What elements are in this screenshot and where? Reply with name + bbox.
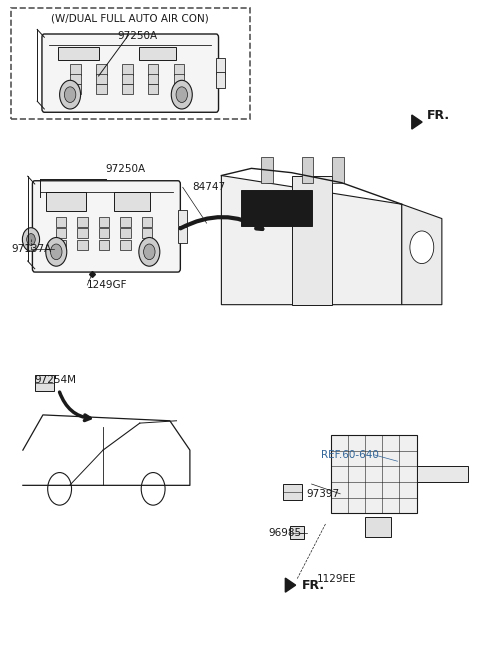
Bar <box>148 73 158 84</box>
Bar <box>174 64 184 75</box>
Polygon shape <box>285 578 296 592</box>
Circle shape <box>139 238 160 266</box>
Bar <box>148 64 158 75</box>
Bar <box>331 435 417 514</box>
Text: 97254M: 97254M <box>35 375 77 384</box>
Bar <box>120 217 131 227</box>
Bar <box>290 527 304 540</box>
Circle shape <box>50 244 62 259</box>
Bar <box>139 47 176 60</box>
Bar <box>216 73 225 88</box>
Text: 84747: 84747 <box>192 182 226 193</box>
Bar <box>178 210 187 226</box>
Circle shape <box>60 81 81 109</box>
Bar <box>99 240 109 250</box>
Bar <box>71 84 81 94</box>
Bar <box>122 84 132 94</box>
Bar <box>56 228 66 238</box>
FancyBboxPatch shape <box>33 181 180 272</box>
Text: 97250A: 97250A <box>106 164 145 174</box>
Bar <box>142 240 152 250</box>
Bar <box>283 483 302 500</box>
Bar <box>365 517 391 537</box>
Text: FR.: FR. <box>302 578 325 591</box>
Bar <box>417 466 468 482</box>
Bar <box>174 73 184 84</box>
Bar <box>71 73 81 84</box>
Bar <box>58 47 99 60</box>
Bar <box>96 73 107 84</box>
Text: 96985: 96985 <box>269 528 302 538</box>
Polygon shape <box>221 176 402 305</box>
Bar <box>56 240 66 250</box>
Text: 97137A: 97137A <box>11 244 51 254</box>
Bar <box>11 8 250 119</box>
Bar <box>77 240 88 250</box>
Bar <box>178 227 187 243</box>
Bar <box>291 176 332 305</box>
Bar <box>71 64 81 75</box>
Bar <box>142 217 152 227</box>
Bar <box>99 228 109 238</box>
Circle shape <box>23 228 39 251</box>
Circle shape <box>141 472 165 505</box>
Bar <box>96 84 107 94</box>
Text: FR.: FR. <box>427 109 450 122</box>
Bar <box>46 193 86 211</box>
Circle shape <box>410 231 434 263</box>
Text: (W/DUAL FULL AUTO AIR CON): (W/DUAL FULL AUTO AIR CON) <box>51 13 209 23</box>
Bar <box>96 64 107 75</box>
Circle shape <box>176 87 188 102</box>
Polygon shape <box>402 204 442 305</box>
Bar <box>148 84 158 94</box>
Bar <box>122 64 132 75</box>
Circle shape <box>171 81 192 109</box>
Bar <box>174 84 184 94</box>
Text: REF.60-640: REF.60-640 <box>321 450 378 460</box>
Circle shape <box>64 87 76 102</box>
Bar <box>77 217 88 227</box>
Text: 1129EE: 1129EE <box>316 574 356 584</box>
Bar <box>142 228 152 238</box>
Text: 1249GF: 1249GF <box>87 280 128 290</box>
Circle shape <box>144 244 155 259</box>
Text: 97250A: 97250A <box>117 31 157 41</box>
Bar <box>114 193 150 211</box>
Text: 97397: 97397 <box>307 489 340 499</box>
Bar <box>216 58 225 74</box>
Bar <box>120 228 131 238</box>
Bar <box>99 217 109 227</box>
Bar <box>120 240 131 250</box>
FancyBboxPatch shape <box>42 34 218 112</box>
Bar <box>301 157 313 183</box>
Bar <box>332 157 344 183</box>
Bar <box>262 157 274 183</box>
Circle shape <box>46 238 67 266</box>
Bar <box>56 217 66 227</box>
Circle shape <box>27 234 35 246</box>
Bar <box>241 190 312 226</box>
Bar <box>77 228 88 238</box>
Bar <box>35 375 54 391</box>
Circle shape <box>48 472 72 505</box>
Bar <box>122 73 132 84</box>
Polygon shape <box>412 115 422 129</box>
